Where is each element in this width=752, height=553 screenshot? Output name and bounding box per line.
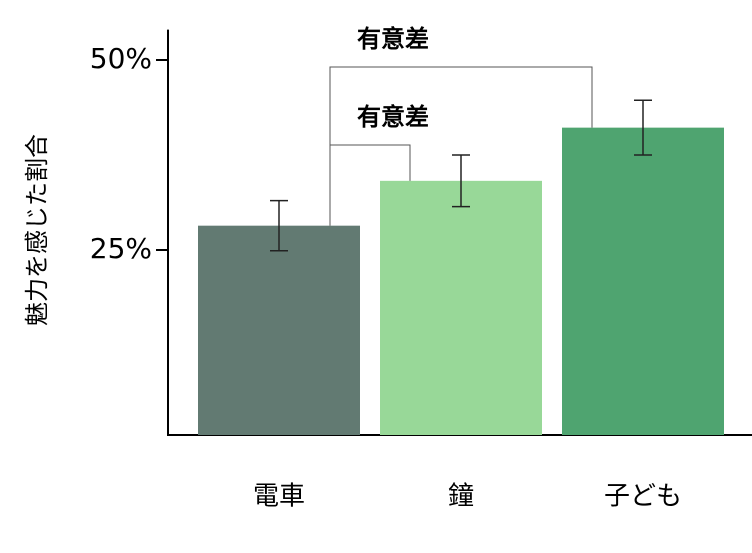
y-tick-label: 50% xyxy=(90,42,152,75)
significance-bracket xyxy=(329,144,411,226)
x-tick-label: 子ども xyxy=(604,482,682,512)
y-axis-label: 魅力を感じた割合 xyxy=(23,134,51,326)
x-tick-label: 鐘 xyxy=(448,482,474,512)
bar xyxy=(562,127,724,435)
significance-label: 有意差 xyxy=(357,103,429,131)
x-tick-label: 電車 xyxy=(253,482,305,512)
bar xyxy=(198,225,360,435)
bar xyxy=(380,180,542,435)
significance-label: 有意差 xyxy=(357,25,429,53)
y-tick-label: 25% xyxy=(90,232,152,265)
